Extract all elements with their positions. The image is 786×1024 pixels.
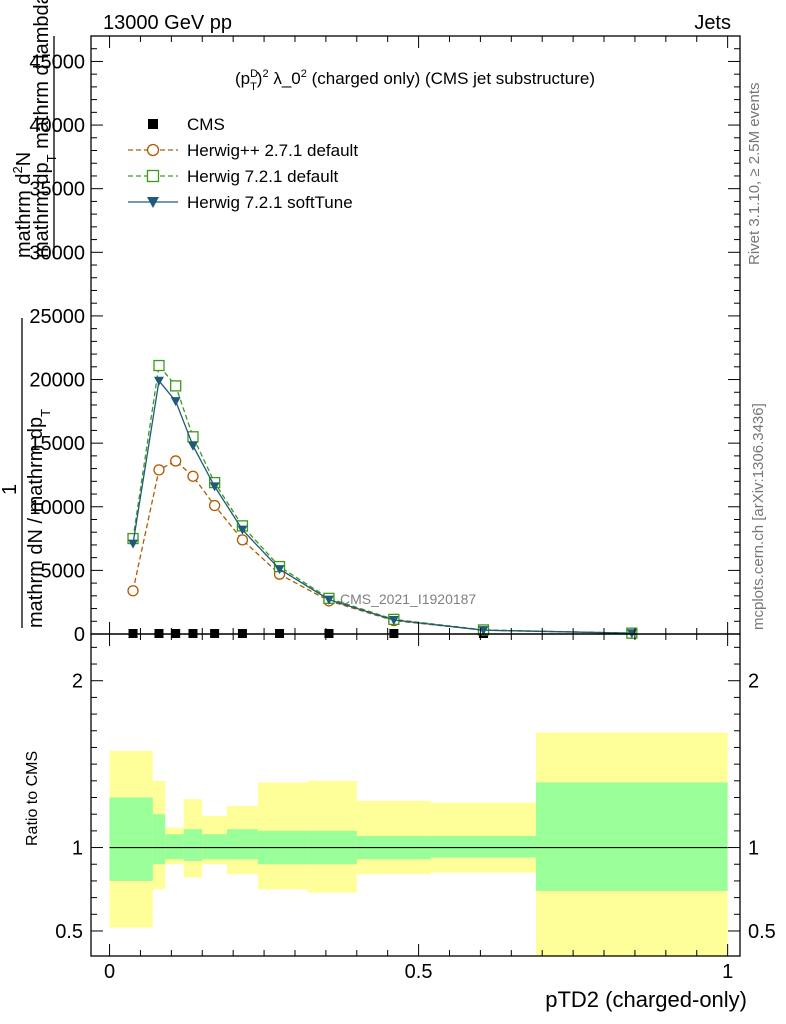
y-label-prefix-numerator: 1 — [0, 484, 21, 495]
legend-marker — [148, 119, 158, 129]
series-2-point — [153, 359, 165, 372]
legend-marker — [146, 169, 160, 183]
ratio-stat-uncertainty-band — [430, 835, 537, 858]
series-2-point — [170, 380, 182, 392]
y-tick-label: 20000 — [29, 370, 85, 392]
ratio-stat-uncertainty-band — [183, 829, 203, 861]
y-tick-label: 35000 — [29, 179, 85, 201]
legend-label: Herwig++ 2.7.1 default — [187, 141, 358, 160]
process-label: Jets — [694, 12, 731, 34]
series-3-point — [170, 397, 181, 407]
ratio-y-tick-label: 1 — [72, 838, 83, 860]
analysis-watermark: CMS_2021_I1920187 — [340, 591, 476, 607]
series-1-point — [236, 534, 249, 546]
series-3-point — [153, 376, 164, 386]
y-label-prefix-denominator: mathrm dN / mathrm dpT — [25, 409, 53, 628]
ratio-plot-frame — [90, 633, 741, 957]
y-tick-label: 30000 — [29, 242, 85, 264]
legend-label: CMS — [187, 115, 225, 134]
series-1-point — [187, 470, 199, 482]
x-tick-label: 0 — [104, 961, 115, 983]
y-tick-label: 10000 — [29, 497, 85, 519]
x-tick-label: 1 — [722, 961, 733, 983]
legend-entry: Herwig 7.2.1 softTune — [128, 193, 353, 212]
series-1-point — [153, 464, 165, 476]
series-1-point — [127, 585, 139, 597]
y-tick-label: 5000 — [41, 560, 86, 582]
series-3-point — [274, 565, 285, 575]
y-tick-label: 0 — [74, 624, 85, 646]
ratio-stat-uncertainty-band — [202, 834, 227, 860]
main-plot-panel: 0 5000 10000 15000 20000 25000 30000 35000 40000… — [0, 0, 741, 646]
ratio-y-tick-label: 0.5 — [55, 921, 83, 943]
ratio-stat-uncertainty-band — [152, 814, 166, 865]
series-3-point — [187, 441, 198, 451]
series-3-point — [323, 595, 334, 605]
ratio-y-tick-label-right: 1 — [748, 838, 759, 860]
legend-entry: CMS — [148, 115, 225, 134]
y-tick-label: 40000 — [29, 115, 85, 137]
ratio-stat-uncertainty-band — [226, 829, 258, 860]
legend-label: Herwig 7.2.1 softTune — [187, 193, 353, 212]
series-3-point — [478, 626, 489, 636]
x-tick-label: 0.5 — [405, 961, 433, 983]
series-3-point — [209, 482, 220, 492]
series-1-line — [132, 460, 632, 634]
y-tick-label: 15000 — [29, 433, 85, 455]
legend-marker — [146, 143, 160, 157]
y-tick-label: 25000 — [29, 306, 85, 328]
ratio-y-tick-label: 2 — [72, 671, 83, 693]
ratio-stat-uncertainty-band — [109, 797, 153, 881]
legend-entry: Herwig++ 2.7.1 default — [128, 141, 358, 160]
series-1-point — [170, 455, 182, 467]
series-3-point — [128, 539, 139, 549]
series-3-point — [237, 525, 248, 535]
legend-entry: Herwig 7.2.1 default — [128, 167, 338, 186]
chart-title: (pD T)2 λ_02 (charged only) (CMS jet subs… — [235, 68, 595, 93]
ratio-y-tick-label-right: 0.5 — [748, 921, 776, 943]
ratio-y-tick-label-right: 2 — [748, 671, 759, 693]
y-label-denominator: mathrm dpT mathrm d lambda — [31, 0, 59, 258]
legend-marker — [147, 197, 159, 208]
legend-label: Herwig 7.2.1 default — [187, 167, 338, 186]
series-3-point — [388, 616, 399, 626]
y-label-numerator: mathrm d2N — [10, 152, 35, 258]
beam-label: 13000 GeV pp — [103, 12, 232, 34]
series-1-point — [208, 499, 221, 512]
ratio-y-axis-label: Ratio to CMS — [24, 751, 41, 846]
ratio-stat-uncertainty-band — [536, 782, 728, 891]
mcplots-label: mcplots.cern.ch [arXiv:1306.3436] — [750, 403, 767, 630]
x-axis-label: pTD2 (charged-only) — [545, 987, 747, 1012]
ratio-stat-uncertainty-band — [165, 834, 184, 860]
y-tick-label: 45000 — [29, 51, 85, 73]
ratio-plot-panel: 0.5 0.5 1 1 2 2 0 0.5 1 Ratio to CMS pTD2 (charged… — [24, 633, 776, 1012]
rivet-version-label: Rivet 3.1.10, ≥ 2.5M events — [746, 83, 763, 266]
